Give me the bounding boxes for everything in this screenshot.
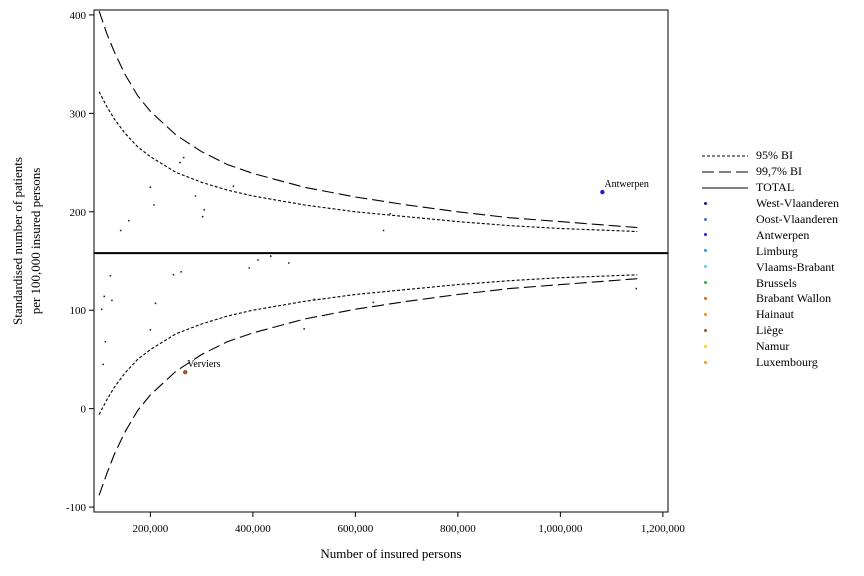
legend-item: Hainaut xyxy=(702,307,839,323)
legend-label: Antwerpen xyxy=(756,227,810,242)
data-point xyxy=(180,270,183,273)
legend-item: West-Vlaanderen xyxy=(702,196,839,212)
legend-label: Oost-Vlaanderen xyxy=(756,212,838,226)
data-point xyxy=(635,287,638,290)
y-tick-label: -100 xyxy=(66,502,87,514)
ci997-lower-line xyxy=(98,278,638,496)
data-point xyxy=(149,329,152,331)
data-point xyxy=(111,299,113,302)
legend-dot-icon xyxy=(702,293,748,305)
legend-label: Namur xyxy=(756,339,790,354)
y-axis-label: per 100,000 insured persons xyxy=(28,168,43,315)
legend-item: Brussels xyxy=(702,275,839,291)
data-point xyxy=(287,262,290,264)
data-point xyxy=(109,274,112,277)
y-axis-label: Standardised number of patients xyxy=(10,157,25,325)
legend-label: Liège xyxy=(756,323,784,338)
y-tick-label: 200 xyxy=(70,207,87,219)
data-point xyxy=(257,259,259,261)
legend-label: Vlaams-Brabant xyxy=(756,259,835,274)
legend-item: Vlaams-Brabant xyxy=(702,259,839,275)
x-tick-label: 1,200,000 xyxy=(641,523,686,535)
legend-item: Namur xyxy=(702,339,839,355)
legend-item: 99,7% BI xyxy=(702,164,839,180)
legend-item: Luxembourg xyxy=(702,355,839,371)
highlight-point xyxy=(183,370,188,375)
legend-item: Oost-Vlaanderen xyxy=(702,212,839,228)
data-point xyxy=(232,185,235,188)
legend-line-icon xyxy=(702,150,748,162)
data-point xyxy=(201,215,204,218)
x-tick-label: 800,000 xyxy=(440,523,476,535)
data-point xyxy=(154,302,157,305)
data-point xyxy=(313,298,316,301)
data-point xyxy=(203,208,206,211)
legend-label: Hainaut xyxy=(756,307,794,322)
legend-dot-icon xyxy=(702,198,748,210)
legend-dot-icon xyxy=(702,214,748,226)
y-tick-label: 400 xyxy=(70,10,87,22)
data-point xyxy=(382,229,385,232)
data-point xyxy=(389,212,392,215)
x-axis-label: Number of insured persons xyxy=(320,546,461,561)
data-point xyxy=(248,266,251,269)
data-point xyxy=(182,156,185,159)
legend-label: 95% BI xyxy=(756,148,793,163)
y-tick-label: 300 xyxy=(70,108,87,120)
x-tick-label: 600,000 xyxy=(338,523,374,535)
data-point xyxy=(127,219,130,222)
legend-label: Luxembourg xyxy=(756,355,818,370)
data-point xyxy=(269,255,272,257)
legend-dot-icon xyxy=(702,341,748,353)
legend: 95% BI 99,7% BI TOTAL West-Vlaanderen Oost-V… xyxy=(702,148,839,370)
data-point xyxy=(119,229,122,232)
x-tick-label: 1,000,000 xyxy=(538,523,583,535)
ci997-upper-line xyxy=(98,10,638,229)
data-point xyxy=(372,301,375,304)
point-label: Antwerpen xyxy=(604,179,648,190)
data-point xyxy=(104,340,107,343)
point-label: Verviers xyxy=(187,359,220,370)
data-point xyxy=(172,273,175,276)
legend-dot-icon xyxy=(702,229,748,241)
legend-dot-icon xyxy=(702,245,748,257)
legend-label: Brussels xyxy=(756,275,797,290)
data-point xyxy=(303,328,306,330)
legend-item: Antwerpen xyxy=(702,227,839,243)
legend-label: West-Vlaanderen xyxy=(756,196,839,211)
ci95-lower-line xyxy=(98,274,638,415)
y-tick-label: 0 xyxy=(81,404,87,416)
x-tick-label: 400,000 xyxy=(235,523,271,535)
ci95-upper-line xyxy=(98,91,638,233)
data-point xyxy=(103,295,106,298)
data-point xyxy=(149,186,152,189)
legend-dot-icon xyxy=(702,309,748,321)
plot-frame xyxy=(93,9,669,513)
data-point xyxy=(153,203,155,206)
legend-line-icon xyxy=(702,182,748,194)
legend-label: 99,7% BI xyxy=(756,164,802,179)
legend-item: Brabant Wallon xyxy=(702,291,839,307)
legend-label: Limburg xyxy=(756,243,798,258)
legend-dot-icon xyxy=(702,325,748,337)
x-tick-label: 200,000 xyxy=(133,523,169,535)
legend-item: 95% BI xyxy=(702,148,839,164)
highlight-point xyxy=(600,189,605,195)
data-point xyxy=(100,308,103,311)
legend-dot-icon xyxy=(702,261,748,273)
legend-item: Liège xyxy=(702,323,839,339)
y-tick-label: 100 xyxy=(70,305,87,317)
legend-item: Limburg xyxy=(702,243,839,259)
data-point xyxy=(102,363,105,366)
legend-dot-icon xyxy=(702,357,748,369)
legend-dot-icon xyxy=(702,277,748,289)
data-point xyxy=(179,161,182,164)
legend-label: Brabant Wallon xyxy=(756,291,832,306)
legend-line-icon xyxy=(702,166,748,178)
legend-item: TOTAL xyxy=(702,180,839,196)
legend-label: TOTAL xyxy=(756,180,795,195)
data-point xyxy=(194,195,197,197)
